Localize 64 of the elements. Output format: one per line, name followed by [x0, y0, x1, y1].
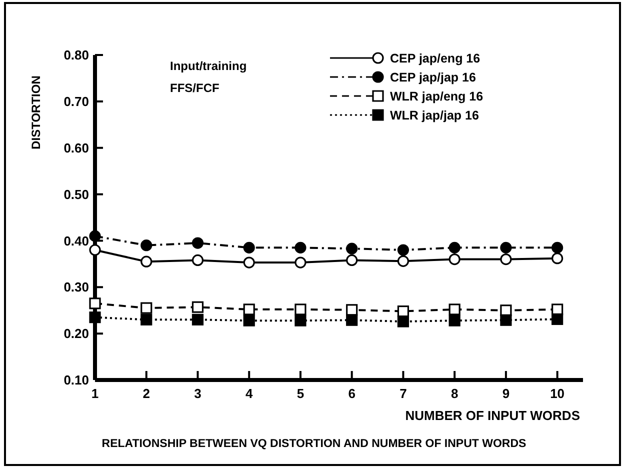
- point: [192, 237, 204, 249]
- point: [448, 242, 460, 254]
- x-tick-label: 3: [194, 386, 202, 401]
- point: [346, 242, 358, 254]
- legend-label: CEP jap/eng 16: [390, 51, 480, 66]
- point: [346, 304, 358, 316]
- point: [243, 256, 255, 268]
- point: [346, 314, 358, 326]
- point: [89, 244, 101, 256]
- x-tick-label: 4: [245, 386, 254, 401]
- point: [192, 314, 204, 326]
- point: [552, 313, 564, 325]
- annotation: FFS/FCF: [170, 81, 220, 95]
- legend-label: CEP jap/jap 16: [390, 70, 476, 84]
- point: [294, 242, 306, 254]
- point: [448, 304, 460, 316]
- x-tick-label: 7: [400, 386, 407, 401]
- point: [140, 314, 152, 326]
- point: [192, 301, 204, 313]
- point: [397, 316, 410, 328]
- x-tick-label: 5: [296, 386, 304, 401]
- legend-label: WLR jap/jap 16: [390, 108, 479, 122]
- x-tick-label: 8: [450, 386, 458, 401]
- point: [243, 242, 255, 254]
- point: [500, 314, 512, 326]
- legend-label: WLR jap/eng 16: [390, 89, 484, 104]
- y-axis-title: DISTORTION: [29, 76, 43, 150]
- point: [397, 244, 410, 256]
- x-tick-label: 10: [550, 386, 565, 401]
- y-tick-label: 0.50: [64, 186, 89, 202]
- point: [500, 253, 512, 266]
- x-axis-title: NUMBER OF INPUT WORDS: [405, 408, 580, 423]
- annotation: Input/training: [170, 59, 247, 73]
- y-tick-label: 0.40: [64, 233, 89, 248]
- point: [552, 252, 564, 264]
- point: [448, 314, 460, 326]
- point: [500, 242, 512, 254]
- point: [294, 314, 306, 326]
- point: [243, 314, 255, 326]
- point: [397, 255, 410, 267]
- point: [140, 302, 152, 314]
- x-tick-label: 6: [348, 386, 356, 401]
- y-tick-label: 0.30: [64, 280, 89, 295]
- x-tick-label: 9: [502, 386, 510, 401]
- point: [140, 256, 152, 268]
- point: [192, 254, 204, 266]
- y-tick-label: 0.20: [64, 326, 89, 342]
- point: [89, 230, 101, 242]
- text: RELATIONSHIP BETWEEN VQ DISTORTION AND NUMBER OF INPUT WORDS: [102, 438, 527, 450]
- point: [346, 254, 358, 266]
- x-tick-label: 2: [142, 386, 150, 401]
- y-tick-label: 0.10: [64, 372, 89, 388]
- point: [552, 242, 564, 254]
- x-tick-label: 1: [91, 386, 99, 401]
- point: [89, 312, 101, 324]
- y-tick-label: 0.60: [64, 140, 89, 156]
- point: [243, 304, 255, 316]
- point: [140, 240, 152, 252]
- point: [294, 256, 306, 268]
- point: [448, 253, 460, 266]
- point: [294, 304, 306, 316]
- y-tick-label: 0.80: [64, 48, 89, 63]
- y-tick-label: 0.70: [64, 94, 89, 109]
- point: [89, 298, 101, 310]
